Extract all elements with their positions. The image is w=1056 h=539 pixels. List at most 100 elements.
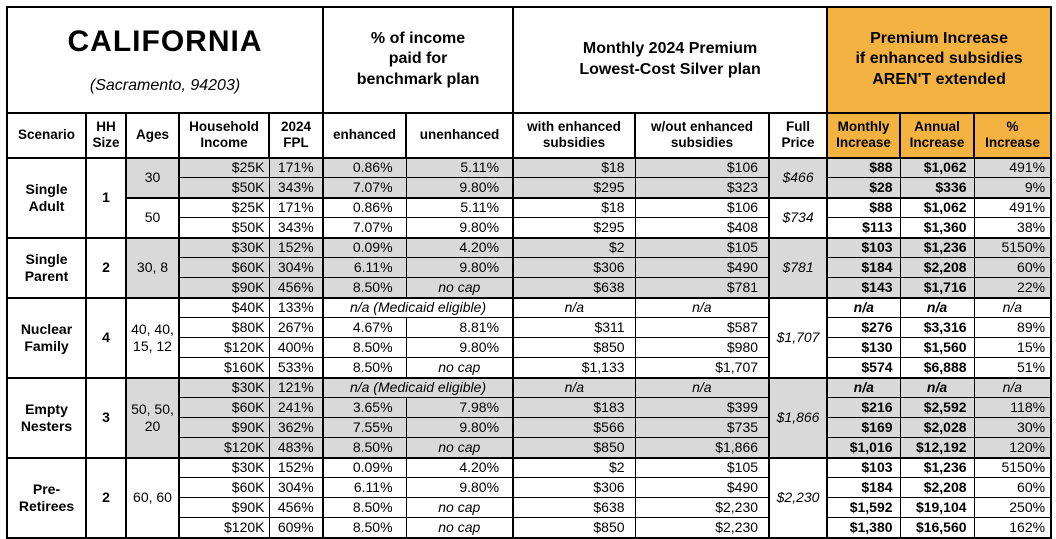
table-row: Single Adult 1 30 $25K 171% 0.86% 5.11% $18 $106… [6, 156, 1052, 239]
monthly-premium-group-header: Monthly 2024 Premium Lowest-Cost Silver … [512, 6, 829, 114]
cell-annual-increase: $2,028 [899, 417, 975, 439]
cell-unenhanced: no cap [405, 357, 514, 379]
cell-wout-subsidies: n/a [634, 296, 770, 319]
cell-annual-increase: $1,062 [899, 156, 975, 179]
cell-enhanced: 0.09% [322, 456, 407, 479]
cell-income: $90K [178, 277, 270, 299]
cell-wout-subsidies: $408 [634, 217, 770, 239]
table-row: Nuclear Family 4 40, 40, 15, 12 $40K 133% n/a… [6, 296, 1052, 379]
cell-pct-increase: 5150% [973, 236, 1052, 259]
cell-enhanced: 4.67% [322, 317, 407, 339]
table-row: $80K 267% 4.67% 8.81% $311 $587 $276 $3,316 89% [7, 317, 1052, 339]
cell-income: $60K [178, 397, 270, 419]
region-title: CALIFORNIA [67, 24, 263, 58]
cell-unenhanced: 4.20% [405, 236, 514, 259]
cell-scenario: Nuclear Family [6, 296, 87, 379]
cell-wout-subsidies: $105 [634, 236, 770, 259]
cell-with-subsidies: $1,133 [512, 357, 636, 379]
cell-monthly-increase: $169 [826, 417, 901, 439]
cell-income: $25K [178, 196, 270, 219]
cell-pct-increase: 162% [973, 517, 1052, 539]
col-header-scenario: Scenario [6, 111, 87, 159]
cell-wout-subsidies: $106 [634, 196, 770, 219]
cell-with-subsidies: $566 [512, 417, 636, 439]
col-header-full-price: Full Price [768, 111, 829, 159]
cell-unenhanced: 9.80% [405, 177, 514, 199]
column-header-row: Scenario HH Size Ages Household Income 2… [6, 111, 1053, 159]
cell-income: $60K [178, 257, 270, 279]
cell-fpl: 304% [268, 477, 324, 499]
cell-medicaid-note: n/a (Medicaid eligible) [322, 296, 514, 319]
cell-income: $30K [178, 456, 270, 479]
cell-fpl: 343% [268, 217, 324, 239]
cell-enhanced: 6.11% [322, 477, 407, 499]
cell-fpl: 152% [268, 456, 324, 479]
cell-full-price: $466 [768, 156, 828, 199]
table-row: $90K 362% 7.55% 9.80% $566 $735 $169 $2,028 30% [7, 417, 1052, 439]
cell-monthly-increase: $103 [826, 236, 901, 259]
cell-ages: 50, 50, 20 [125, 376, 180, 459]
cell-monthly-increase: $103 [826, 456, 901, 479]
cell-enhanced: 0.86% [322, 156, 407, 179]
cell-income: $90K [178, 417, 270, 439]
cell-monthly-increase: $88 [826, 156, 901, 179]
col-header-unenhanced: unenhanced [405, 111, 515, 159]
cell-with-subsidies: $2 [512, 456, 636, 479]
cell-unenhanced: 9.80% [405, 257, 514, 279]
cell-with-subsidies: $311 [512, 317, 636, 339]
cell-pct-increase: 118% [973, 397, 1052, 419]
col-header-monthly-increase: Monthly Increase [826, 111, 902, 159]
col-header-wout-enhanced-subsidies: w/out enhanced subsidies [634, 111, 771, 159]
cell-fpl: 241% [268, 397, 324, 419]
cell-monthly-increase: $28 [826, 177, 901, 199]
cell-wout-subsidies: n/a [634, 376, 770, 399]
cell-wout-subsidies: $490 [634, 257, 770, 279]
cell-with-subsidies: $183 [512, 397, 636, 419]
table-row: 50 $25K 171% 0.86% 5.11% $18 $106 $734 $88 $1,062… [7, 196, 1052, 239]
table-row: $50K 343% 7.07% 9.80% $295 $323 $28 $336 9% [7, 177, 1052, 199]
cell-monthly-increase: $130 [826, 337, 901, 359]
cell-pct-increase: 491% [973, 156, 1052, 179]
cell-enhanced: 3.65% [322, 397, 407, 419]
col-header-2024-fpl: 2024 FPL [267, 111, 325, 159]
cell-monthly-increase: $88 [826, 196, 901, 219]
cell-with-subsidies: $850 [512, 337, 636, 359]
cell-enhanced: 6.11% [322, 257, 407, 279]
cell-fpl: 152% [268, 236, 324, 259]
cell-ages: 30 [125, 156, 180, 199]
cell-unenhanced: 9.80% [405, 337, 514, 359]
cell-income: $120K [178, 517, 270, 539]
cell-annual-increase: $2,208 [899, 477, 975, 499]
cell-annual-increase: $1,236 [899, 236, 975, 259]
table-row: $120K 483% 8.50% no cap $850 $1,866 $1,016 $12,… [7, 437, 1052, 459]
cell-wout-subsidies: $781 [634, 277, 770, 299]
cell-wout-subsidies: $2,230 [634, 497, 770, 519]
cell-fpl: 121% [268, 376, 324, 399]
col-header-enhanced: enhanced [322, 111, 408, 159]
col-header-household-income: Household Income [178, 111, 270, 159]
cell-full-price: $734 [768, 196, 828, 239]
cell-wout-subsidies: $399 [634, 397, 770, 419]
table-row: $60K 241% 3.65% 7.98% $183 $399 $216 $2,592 118% [7, 397, 1052, 419]
cell-fpl: 483% [268, 437, 324, 459]
cell-income: $40K [178, 296, 270, 319]
cell-monthly-increase: $276 [826, 317, 901, 339]
cell-monthly-increase: $113 [826, 217, 901, 239]
cell-hh-size: 4 [85, 296, 127, 379]
cell-with-subsidies: $306 [512, 477, 636, 499]
cell-pct-increase: 250% [973, 497, 1052, 519]
cell-annual-increase: $336 [899, 177, 975, 199]
cell-monthly-increase: n/a [826, 296, 901, 319]
cell-with-subsidies: $306 [512, 257, 636, 279]
cell-with-subsidies: $18 [512, 196, 636, 219]
cell-income: $120K [178, 337, 270, 359]
table-row: $60K 304% 6.11% 9.80% $306 $490 $184 $2,208 60% [7, 257, 1052, 279]
cell-wout-subsidies: $2,230 [634, 517, 770, 539]
premium-comparison-table: CALIFORNIA (Sacramento, 94203) % of inco… [5, 6, 1053, 539]
cell-fpl: 400% [268, 337, 324, 359]
cell-enhanced: 8.50% [322, 437, 407, 459]
cell-fpl: 343% [268, 177, 324, 199]
cell-wout-subsidies: $735 [634, 417, 770, 439]
cell-enhanced: 7.07% [322, 217, 407, 239]
cell-medicaid-note: n/a (Medicaid eligible) [322, 376, 514, 399]
